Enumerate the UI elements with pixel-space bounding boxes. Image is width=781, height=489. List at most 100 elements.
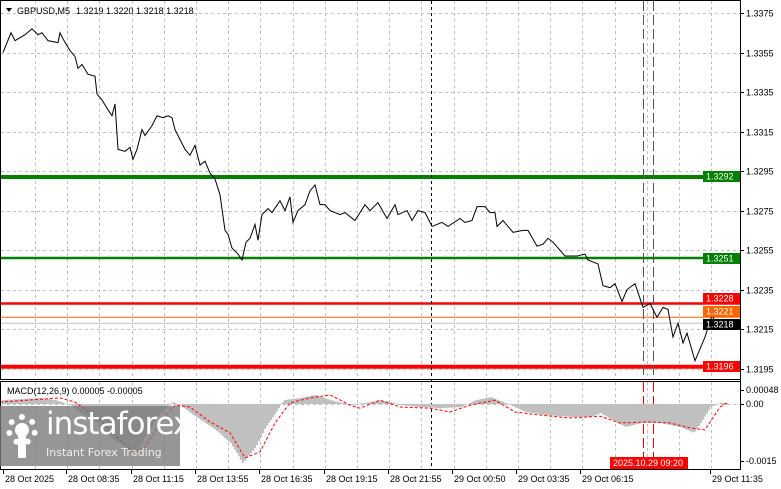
macd-histogram-bar <box>664 404 666 424</box>
macd-histogram-bar <box>376 400 378 404</box>
macd-histogram-bar <box>282 401 284 404</box>
macd-histogram-bar <box>44 398 46 404</box>
macd-histogram-bar <box>366 402 368 404</box>
logo-stem <box>18 436 26 458</box>
macd-histogram-bar <box>680 404 682 428</box>
time-tick-label: 28 Oct 08:35 <box>68 474 120 484</box>
macd-histogram-bar <box>656 404 658 423</box>
grid <box>1 1 740 469</box>
macd-histogram-bar <box>480 399 482 404</box>
macd-indicator <box>0 394 728 463</box>
macd-histogram-bar <box>190 404 192 414</box>
macd-histogram-bar <box>432 404 434 408</box>
macd-histogram-bar <box>562 404 564 417</box>
price-level-label: 1.3221 <box>706 307 734 317</box>
macd-histogram-bar <box>576 404 578 417</box>
macd-histogram-bar <box>456 404 458 408</box>
macd-histogram-bar <box>580 404 582 417</box>
macd-histogram-bar <box>628 404 630 427</box>
macd-histogram-bar <box>40 397 42 404</box>
macd-histogram-bar <box>702 404 704 420</box>
macd-histogram-bar <box>14 399 16 404</box>
price-tick-label: 1.3375 <box>746 9 774 19</box>
macd-histogram-bar <box>716 404 718 405</box>
macd-histogram-bar <box>632 404 634 426</box>
macd-histogram-bar <box>706 404 708 414</box>
macd-histogram-bar <box>530 404 532 413</box>
macd-histogram-bar <box>722 402 724 404</box>
macd-histogram-bar <box>346 404 348 405</box>
macd-histogram-bar <box>416 404 418 407</box>
macd-histogram-bar <box>688 404 690 431</box>
chart-frame <box>0 0 741 470</box>
macd-histogram-bar <box>528 404 530 413</box>
macd-histogram-bar <box>338 402 340 404</box>
macd-histogram-bar <box>212 404 214 428</box>
macd-histogram-bar <box>582 404 584 417</box>
macd-histogram-bar <box>30 398 32 404</box>
macd-histogram-bar <box>406 404 408 406</box>
macd-histogram-bar <box>424 404 426 408</box>
macd-histogram-bar <box>542 404 544 415</box>
macd-histogram-bar <box>502 401 504 404</box>
macd-histogram-bar <box>720 402 722 404</box>
macd-histogram-bar <box>314 395 316 404</box>
price-level-label-box <box>703 293 740 304</box>
macd-histogram-bar <box>374 401 376 404</box>
macd-histogram-bar <box>58 401 60 404</box>
macd-histogram-bar <box>382 400 384 404</box>
macd-histogram-bar <box>622 404 624 426</box>
macd-histogram-bar <box>462 404 464 407</box>
macd-histogram-bar <box>550 404 552 416</box>
macd-histogram-bar <box>308 396 310 404</box>
macd-histogram-bar <box>312 395 314 404</box>
time-axis[interactable]: 28 Oct 2025 28 Oct 08:35 28 Oct 11:15 28 Oc… <box>3 457 763 484</box>
macd-histogram-bar <box>526 404 528 413</box>
price-axis[interactable]: 1.3375 1.3355 1.3335 1.3315 1.3295 1.3275 1.32… <box>740 0 779 470</box>
macd-histogram-bar <box>422 404 424 408</box>
macd-histogram-bar <box>398 404 400 405</box>
macd-histogram-bar <box>310 395 312 404</box>
price-level-labels: 1.3292 1.3251 1.3228 1.3221 1.3218 1.3196 <box>703 171 740 372</box>
logo-tagline: Instant Forex Trading <box>46 446 162 459</box>
time-tick-label: 28 Oct 11:15 <box>133 474 184 484</box>
macd-histogram-bar <box>490 397 492 404</box>
macd-histogram-bar <box>68 404 70 405</box>
macd-histogram-bar <box>178 404 180 405</box>
macd-histogram-bar <box>712 404 714 407</box>
macd-histogram-bar <box>16 399 18 404</box>
macd-histogram-bar <box>508 404 510 405</box>
macd-histogram-bar <box>568 404 570 417</box>
macd-histogram-bar <box>70 404 72 406</box>
macd-histogram-bar <box>266 404 268 426</box>
price-line <box>2 28 728 363</box>
macd-histogram-bar <box>682 404 684 429</box>
macd-histogram-bar <box>12 399 14 404</box>
instaforex-logo: instaforex Instant Forex Trading <box>0 406 191 466</box>
macd-histogram-bar <box>244 404 246 461</box>
macd-histogram-bar <box>242 404 244 463</box>
macd-histogram-bar <box>448 404 450 408</box>
dropdown-triangle-icon[interactable] <box>6 8 12 12</box>
macd-histogram-bar <box>60 401 62 404</box>
macd-histogram-bar <box>420 404 422 408</box>
macd-histogram-bar <box>640 404 642 423</box>
price-tick-label: 1.3355 <box>746 49 774 59</box>
macd-histogram-bar <box>50 399 52 404</box>
macd-histogram-bar <box>696 404 698 429</box>
macd-histogram-bar <box>614 404 616 422</box>
macd-histogram-bar <box>410 404 412 407</box>
macd-histogram-bar <box>564 404 566 417</box>
macd-histogram-bar <box>258 404 260 442</box>
macd-histogram-bar <box>608 404 610 418</box>
macd-histogram-bar <box>596 404 598 415</box>
price-tick-label: 1.3255 <box>746 246 774 256</box>
macd-histogram-bar <box>476 399 478 404</box>
macd-histogram-bar <box>570 404 572 417</box>
macd-histogram-bar <box>504 402 506 404</box>
cursor-time-label: 2025.10.29 09:20 <box>613 458 683 468</box>
macd-histogram-bar <box>46 398 48 404</box>
macd-histogram-bar <box>380 400 382 404</box>
macd-histogram-bar <box>188 404 190 412</box>
